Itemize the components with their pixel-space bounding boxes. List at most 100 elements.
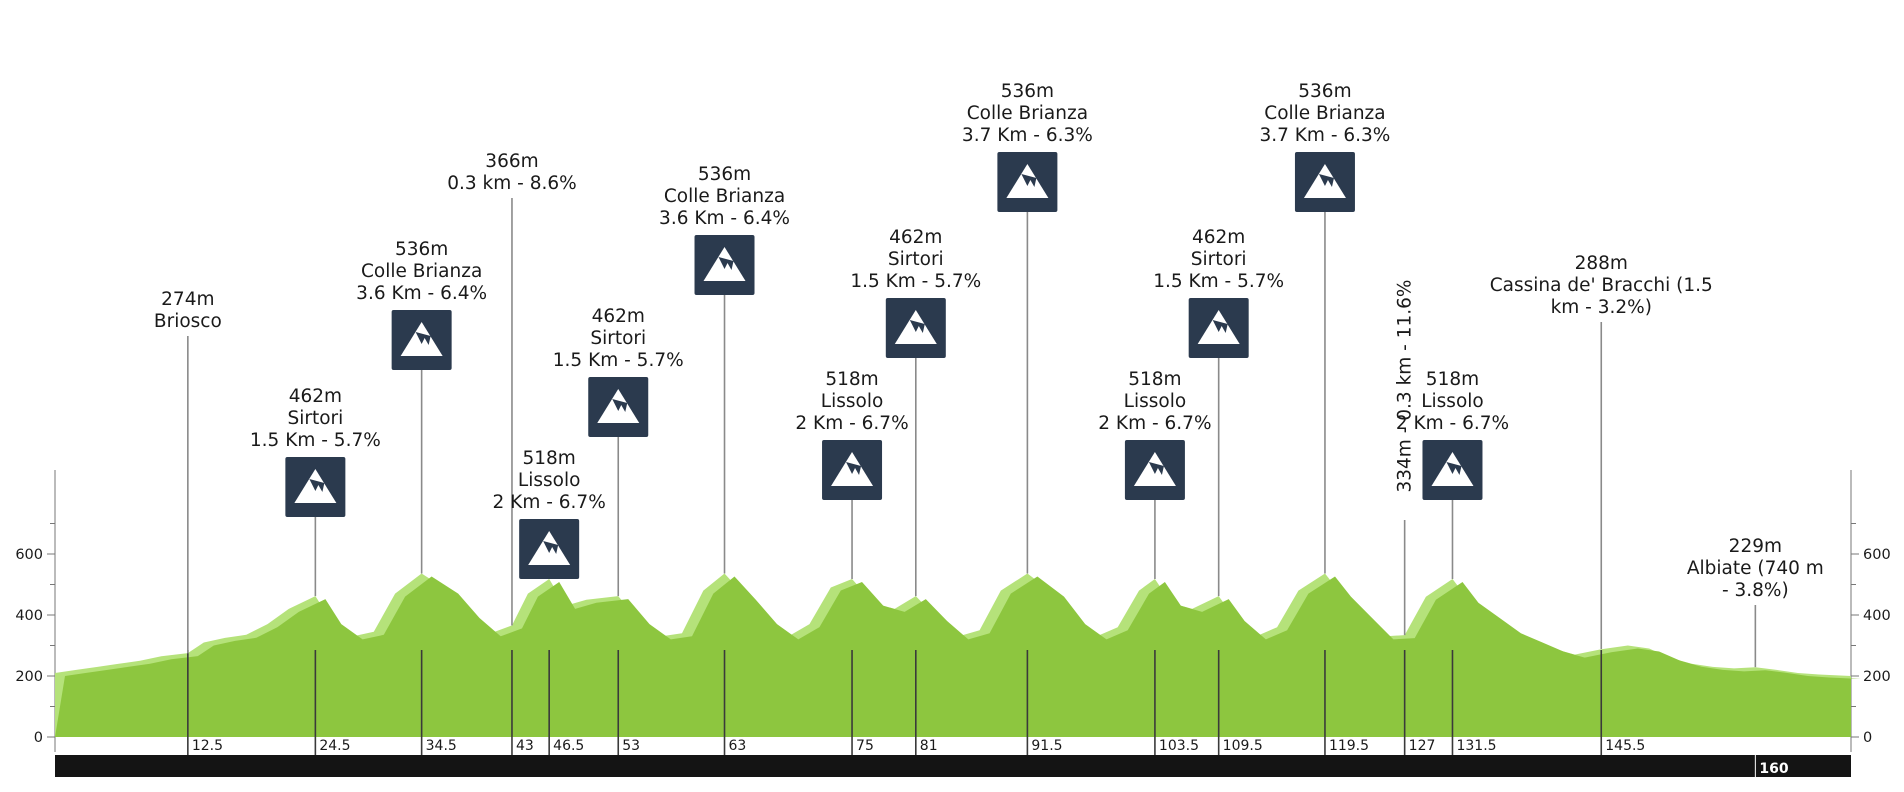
annotation-label: 0.3 km - 8.6% <box>447 173 576 194</box>
annotation-label: Colle Brianza <box>361 261 482 282</box>
km-marker-label: 75 <box>856 738 874 754</box>
km-marker-label: 53 <box>622 738 640 754</box>
y-tick-label-left: 0 <box>34 730 43 746</box>
annotation-label: 1.5 Km - 5.7% <box>1153 271 1284 292</box>
y-tick-label-right: 0 <box>1863 730 1872 746</box>
annotation-label: 518m <box>1128 369 1181 390</box>
annotation-label: 462m <box>1192 227 1245 248</box>
annotation-label: 2 Km - 6.7% <box>795 413 908 434</box>
annotation-label: 536m <box>1298 81 1351 102</box>
annotation-label: 462m <box>592 306 645 327</box>
annotation-label: 1.5 Km - 5.7% <box>850 271 981 292</box>
km-end-label: 169 <box>1812 735 1848 755</box>
annotation-label: 1.5 Km - 5.7% <box>553 350 684 371</box>
distance-bar: 160 <box>55 755 1851 777</box>
annotation-label: 536m <box>1001 81 1054 102</box>
annotation-label: Albiate (740 m <box>1687 558 1824 579</box>
annotation-label: 3.7 Km - 6.3% <box>1259 125 1390 146</box>
mountain-icon-snow <box>1318 174 1334 187</box>
mountain-icon-snow <box>1446 462 1462 475</box>
annotation-label: 274m <box>161 289 214 310</box>
km-marker-label: 119.5 <box>1329 738 1369 754</box>
annotation-13: 334m - 0.3 km - 11.6% <box>1395 279 1416 636</box>
point-lines: 12.5 24.5 34.5 43 46.5 53 63 75 81 91.5 103.5 109.5… <box>59 650 1847 755</box>
annotation-label: Sirtori <box>1191 249 1247 270</box>
km-marker-label: 43 <box>516 738 534 754</box>
annotation-label: Colle Brianza <box>664 186 785 207</box>
annotation-label: 518m <box>825 369 878 390</box>
mountain-icon-snow <box>543 541 559 554</box>
annotation-label: Lissolo <box>821 391 884 412</box>
annotation-label: - 3.8%) <box>1722 580 1789 601</box>
mountain-icon-snow <box>612 399 628 412</box>
km-marker-label: 34.5 <box>426 738 457 754</box>
annotation-label: 536m <box>698 164 751 185</box>
elevation-area <box>55 573 1861 737</box>
annotation-label: 366m <box>485 151 538 172</box>
annotation-label: 1.5 Km - 5.7% <box>250 430 381 451</box>
annotation-label: Briosco <box>154 311 222 332</box>
mountain-icon-snow <box>309 479 325 492</box>
annotation-label: Colle Brianza <box>967 103 1088 124</box>
annotation-label: Lissolo <box>1124 391 1187 412</box>
annotation-label: Colle Brianza <box>1264 103 1385 124</box>
annotation-label: 2 Km - 6.7% <box>1396 413 1509 434</box>
km-marker-label: 109.5 <box>1223 738 1263 754</box>
y-tick-label-right: 600 <box>1863 547 1891 563</box>
km-marker-label: 12.5 <box>192 738 223 754</box>
mountain-icon-snow <box>415 332 431 345</box>
km-marker-label: 127 <box>1409 738 1436 754</box>
annotation-label: 2 Km - 6.7% <box>1098 413 1211 434</box>
annotation-label: 536m <box>395 239 448 260</box>
annotation-label: 3.7 Km - 6.3% <box>962 125 1093 146</box>
mountain-icon-snow <box>1021 174 1037 187</box>
annotation-label: Sirtori <box>888 249 944 270</box>
km-marker-label: 24.5 <box>319 738 350 754</box>
annotation-label: 462m <box>289 386 342 407</box>
bar-marker-label: 160 <box>1759 761 1788 777</box>
km-marker-label: 145.5 <box>1605 738 1645 754</box>
mountain-icon-snow <box>1148 462 1164 475</box>
km-marker-label: 131.5 <box>1456 738 1496 754</box>
km-marker-label: 103.5 <box>1159 738 1199 754</box>
km-marker-label: 91.5 <box>1031 738 1062 754</box>
mountain-icon-snow <box>718 257 734 270</box>
km-start-label: 0 <box>59 735 71 755</box>
annotation-label: 288m <box>1575 253 1628 274</box>
y-tick-label-left: 200 <box>15 669 43 685</box>
elevation-fill <box>55 576 1861 737</box>
y-tick-label-left: 400 <box>15 608 43 624</box>
annotation-label: 3.6 Km - 6.4% <box>356 283 487 304</box>
y-tick-label-right: 400 <box>1863 608 1891 624</box>
annotation-label: km - 3.2%) <box>1551 297 1652 318</box>
km-marker-label: 46.5 <box>553 738 584 754</box>
annotation-label: Sirtori <box>590 328 646 349</box>
annotation-label: 2 Km - 6.7% <box>493 492 606 513</box>
annotation-label: Sirtori <box>287 408 343 429</box>
annotation-label: Lissolo <box>518 470 581 491</box>
annotation-label: 462m <box>889 227 942 248</box>
annotation-label: 3.6 Km - 6.4% <box>659 208 790 229</box>
annotation-label: 518m <box>1426 369 1479 390</box>
y-tick-label-right: 200 <box>1863 669 1891 685</box>
annotation-label: 518m <box>522 448 575 469</box>
annotation-label: 229m <box>1729 536 1782 557</box>
mountain-icon-snow <box>909 320 925 333</box>
